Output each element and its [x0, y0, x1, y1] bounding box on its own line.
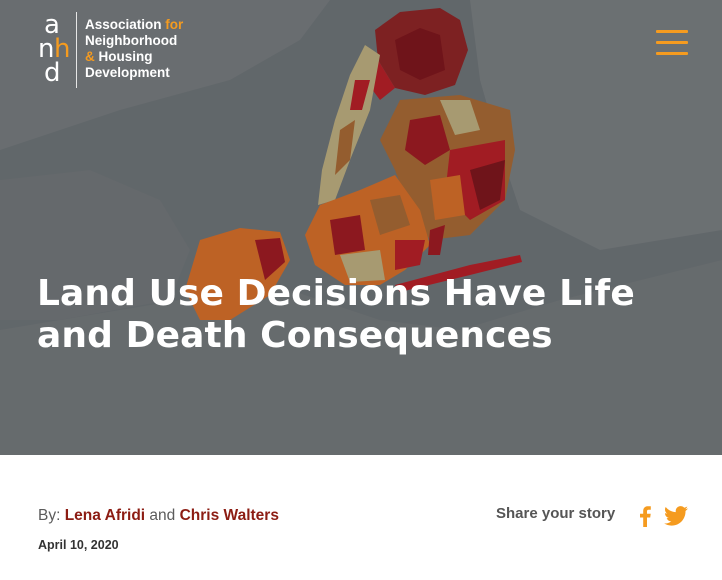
org-name-line1: Association — [85, 17, 162, 32]
org-name-line4: Development — [85, 65, 170, 80]
share-label: Share your story — [496, 505, 616, 522]
hero-banner: a n h d Association for Neighborhood & H… — [0, 0, 722, 455]
twitter-icon[interactable] — [664, 506, 688, 526]
page-title: Land Use Decisions Have Life and Death C… — [37, 273, 635, 356]
hamburger-menu-icon[interactable] — [656, 30, 688, 56]
logo-letter-a: a — [44, 10, 60, 40]
org-name-line3: Housing — [98, 49, 153, 64]
author-link-lena-afridi[interactable]: Lena Afridi — [64, 507, 146, 524]
menu-bar-top — [656, 30, 688, 33]
anhd-logo[interactable]: a n h d Association for Neighborhood & H… — [38, 12, 183, 88]
byline-and-label: and — [149, 507, 176, 524]
logo-divider — [76, 12, 77, 88]
org-name-accent-for: for — [165, 17, 184, 32]
logo-letter-h: h — [54, 34, 71, 64]
org-name-ampersand: & — [85, 49, 95, 64]
menu-bar-bottom — [656, 52, 688, 55]
author-link-chris-walters[interactable]: Chris Walters — [179, 507, 279, 524]
menu-bar-middle — [656, 41, 688, 44]
publish-date: April 10, 2020 — [38, 538, 119, 552]
org-name-line2: Neighborhood — [85, 33, 178, 48]
nyc-choropleth-map-image — [0, 0, 722, 455]
facebook-icon[interactable] — [638, 505, 652, 527]
byline-by-label: By: — [38, 507, 61, 524]
anhd-logo-mark: a n h d — [38, 12, 70, 88]
logo-letter-n: n — [38, 34, 55, 64]
byline: By: Lena Afridi and Chris Walters — [38, 507, 279, 525]
logo-letter-d: d — [44, 58, 61, 88]
org-name: Association for Neighborhood & Housing D… — [85, 17, 183, 81]
